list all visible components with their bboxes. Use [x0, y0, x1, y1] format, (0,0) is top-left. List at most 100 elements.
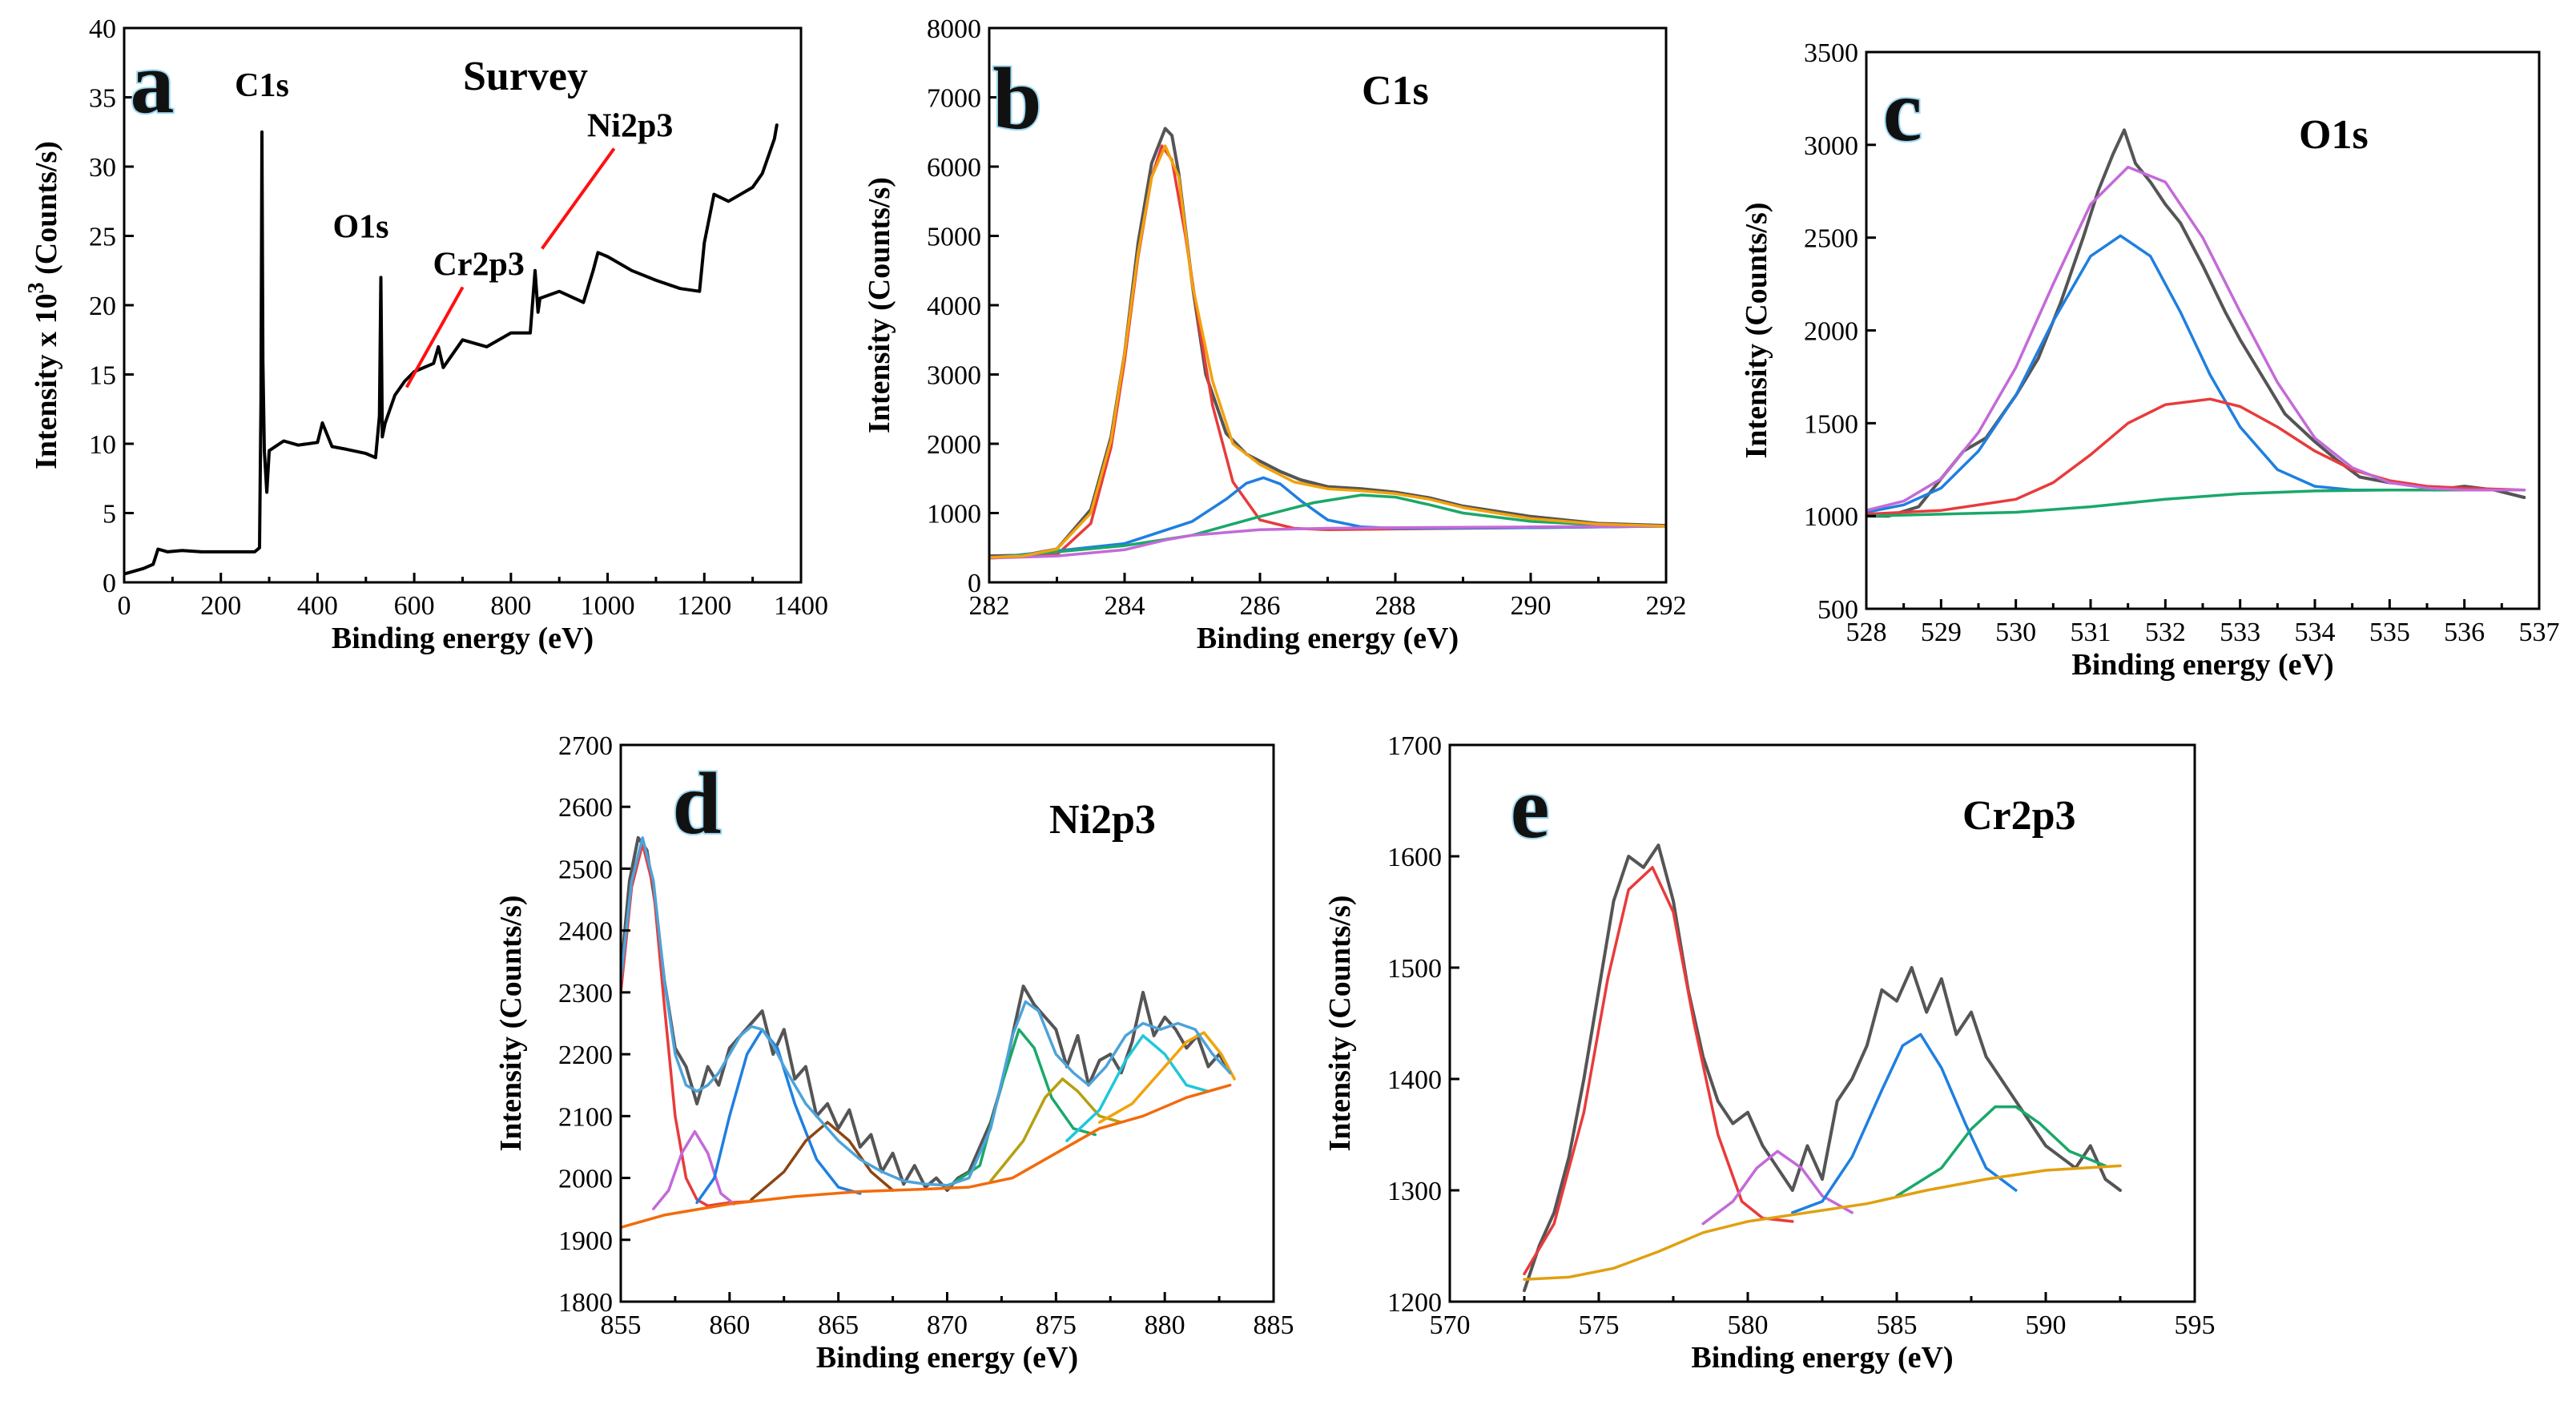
y-tick-label: 1200 — [1387, 1288, 1442, 1318]
y-tick-label: 30 — [89, 153, 116, 183]
x-tick-label: 575 — [1579, 1310, 1620, 1340]
series-line-c-background — [1866, 488, 2526, 517]
chart-panel-d: 855 860 865 870 875 880 885 1800 1900 2000 2100 220… — [494, 731, 1294, 1375]
peak-annotation: Cr2p3 — [433, 246, 524, 283]
x-axis-label: Binding energy (eV) — [1197, 622, 1459, 655]
chart-panel-b: 282 284 286 288 290 292 0 1000 2000 3000 4000 5000 6… — [863, 14, 1687, 655]
x-tick-label: 600 — [394, 591, 435, 621]
y-tick-label: 3000 — [1804, 131, 1858, 161]
y-axis-label: Intensity (Counts/s) — [863, 177, 896, 433]
y-tick-label: 2000 — [1804, 317, 1858, 347]
peak-annotation: C1s — [235, 67, 289, 104]
x-tick-label: 531 — [2071, 618, 2111, 647]
annotation-arrow — [541, 147, 616, 250]
series-line-e-cr-oh-3 — [1791, 1033, 2018, 1214]
plot-frame — [1865, 50, 2541, 610]
x-tick-label: 800 — [490, 591, 531, 621]
series-line-d-peak7 — [1065, 1034, 1210, 1142]
y-tick-label: 5000 — [927, 223, 981, 252]
series-line-d-envelope — [621, 836, 1232, 1187]
y-tick-label: 8000 — [927, 14, 981, 44]
series-line-e-cr2p3-main — [1523, 866, 1794, 1276]
x-tick-label: 537 — [2519, 618, 2560, 647]
series-line-d-background — [621, 1083, 1232, 1230]
series-line-d-peak1 — [621, 842, 753, 1208]
y-tick-label: 10 — [89, 430, 116, 460]
x-tick-label: 855 — [601, 1310, 642, 1340]
x-tick-label: 528 — [1846, 618, 1887, 647]
x-tick-label: 880 — [1145, 1310, 1185, 1340]
x-tick-label: 200 — [200, 591, 241, 621]
x-tick-label: 290 — [1511, 591, 1552, 621]
x-tick-label: 885 — [1254, 1310, 1294, 1340]
x-tick-label: 1000 — [581, 591, 635, 621]
y-tick-label: 4000 — [927, 292, 981, 321]
x-tick-label: 533 — [2220, 618, 2260, 647]
chart-title: O1s — [2299, 112, 2369, 158]
x-tick-label: 580 — [1728, 1310, 1769, 1340]
y-tick-label: 1500 — [1804, 409, 1858, 439]
series-line-e-background — [1523, 1164, 2122, 1281]
x-tick-label: 532 — [2145, 618, 2186, 647]
series-line-e-cr6- — [1895, 1105, 2107, 1198]
annotation-arrow — [405, 286, 465, 388]
x-tick-label: 1400 — [774, 591, 828, 621]
peak-annotation: Ni2p3 — [587, 107, 673, 144]
series-line-d-peak5 — [945, 1028, 1097, 1189]
x-axis-label: Binding energy (eV) — [2071, 648, 2333, 682]
y-tick-label: 20 — [89, 292, 116, 321]
y-tick-label: 2000 — [558, 1165, 613, 1194]
series-line-d-peak8 — [1097, 1031, 1236, 1124]
x-tick-label: 535 — [2369, 618, 2410, 647]
y-tick-label: 6000 — [927, 153, 981, 183]
y-tick-label: 1300 — [1387, 1177, 1442, 1206]
panel-letter-b: b — [992, 50, 1041, 147]
y-tick-label: 1400 — [1387, 1065, 1442, 1095]
y-tick-label: 2500 — [1804, 224, 1858, 254]
y-tick-label: 2600 — [558, 793, 613, 823]
x-tick-label: 534 — [2295, 618, 2336, 647]
panel-letter-c: c — [1883, 62, 1922, 159]
peak-annotation: O1s — [332, 208, 388, 245]
x-tick-label: 530 — [1995, 618, 2036, 647]
y-tick-label: 1700 — [1387, 731, 1442, 761]
y-tick-label: 15 — [89, 361, 116, 391]
y-tick-label: 3500 — [1804, 38, 1858, 68]
x-tick-label: 292 — [1646, 591, 1687, 621]
series-line-c-raw — [1866, 128, 2526, 518]
chart-panel-c: 528 529 530 531 532 533 534 535 536 537 500 1000 150… — [1740, 38, 2560, 682]
y-tick-label: 7000 — [927, 84, 981, 114]
x-tick-label: 860 — [709, 1310, 750, 1340]
y-tick-label: 2100 — [558, 1102, 613, 1132]
y-tick-label: 35 — [89, 84, 116, 114]
chart-panel-a: 0 200 400 600 800 1000 1200 1400 0 5 10 15 20 25 30 35 4… — [24, 14, 828, 655]
y-tick-label: 1500 — [1387, 954, 1442, 984]
plot-frame — [1448, 743, 2196, 1303]
series-line-b-envelope — [989, 144, 1666, 559]
x-tick-label: 570 — [1430, 1310, 1471, 1340]
x-tick-label: 400 — [297, 591, 338, 621]
series-line-d-peak6 — [989, 1077, 1123, 1183]
y-tick-label: 500 — [1817, 595, 1858, 625]
x-axis-label: Binding energy (eV) — [816, 1341, 1078, 1375]
y-tick-label: 2400 — [558, 917, 613, 947]
x-axis-label: Binding energy (eV) — [332, 622, 594, 655]
x-tick-label: 0 — [118, 591, 131, 621]
panel-letter-a: a — [131, 34, 175, 131]
x-tick-label: 870 — [927, 1310, 968, 1340]
series-line-c-lattice-o — [1866, 234, 2526, 514]
series-line-b-background — [989, 525, 1666, 560]
series-line-d-raw — [621, 835, 1232, 1192]
chart-title: Cr2p3 — [1962, 793, 2076, 839]
x-tick-label: 1200 — [677, 591, 731, 621]
y-tick-label: 1600 — [1387, 843, 1442, 872]
x-tick-label: 595 — [2175, 1310, 2216, 1340]
y-tick-label: 0 — [968, 569, 981, 598]
series-line-b-raw — [989, 127, 1666, 558]
y-tick-label: 40 — [89, 14, 116, 44]
y-axis-label: Intensity (Counts/s) — [1323, 896, 1357, 1152]
x-tick-label: 529 — [1921, 618, 1962, 647]
y-tick-label: 1000 — [1804, 502, 1858, 532]
panel-letter-d: d — [672, 755, 721, 852]
